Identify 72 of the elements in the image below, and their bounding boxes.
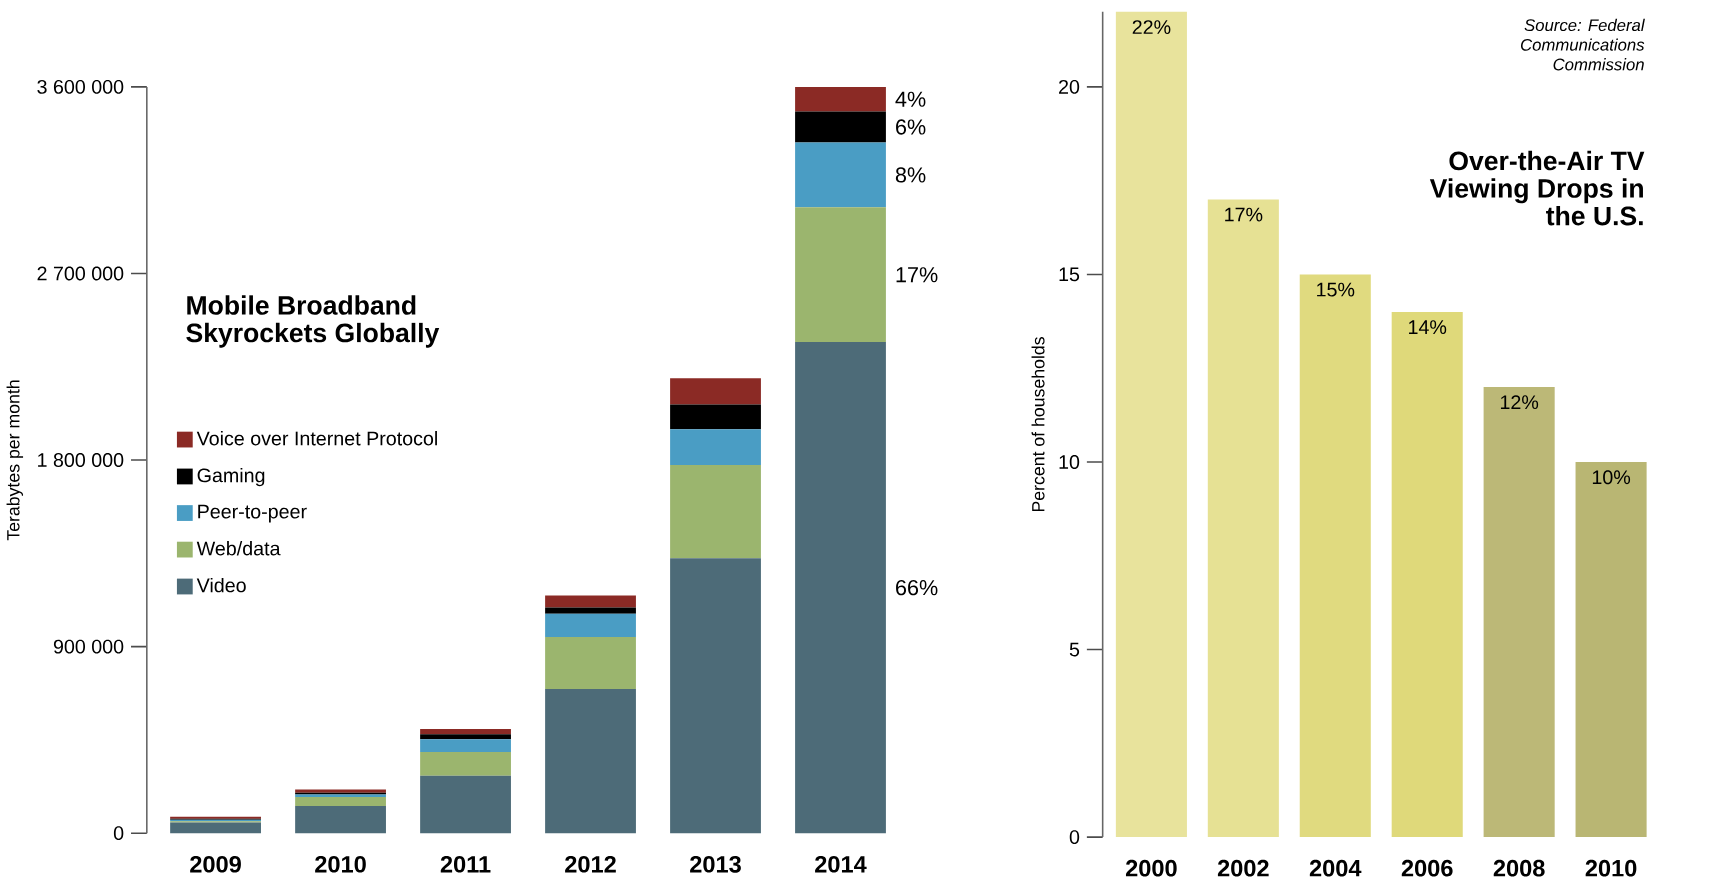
annotation: 8% xyxy=(895,167,926,183)
y-axis-title: Percent of households xyxy=(1031,337,1045,512)
annotation: Source: Federal Communications Commission xyxy=(1521,18,1645,71)
y-tick-label: 15 xyxy=(1059,267,1080,282)
y-tick-label: 0 xyxy=(113,826,124,841)
legend-label: Gaming xyxy=(197,467,265,487)
y-tick-label: 900 000 xyxy=(53,639,124,654)
x-tick-label: 2014 xyxy=(815,855,867,873)
y-axis-title: Terabytes per month xyxy=(6,380,24,541)
bar xyxy=(545,595,636,608)
text: Mobile Broadband Skyrockets Globally xyxy=(186,295,440,348)
x-tick-label: 2002 xyxy=(1217,859,1269,877)
bar xyxy=(420,739,511,752)
x-tick-label: 2010 xyxy=(315,855,366,873)
legend-label: Web/data xyxy=(196,540,281,556)
legend-label: Video xyxy=(196,577,246,593)
x-tick-label: 2004 xyxy=(1309,859,1362,877)
y-tick-label: 2 700 000 xyxy=(37,266,124,281)
x-tick-label: 2009 xyxy=(190,855,241,873)
x-tick-label: 2012 xyxy=(565,855,616,873)
bar xyxy=(795,111,886,143)
y-tick-label: 1 800 000 xyxy=(38,453,124,467)
legend-label: Peer-to-peer xyxy=(198,504,307,523)
y-tick-label: 5 xyxy=(1069,642,1080,657)
x-tick-label: 2008 xyxy=(1493,859,1545,877)
bar xyxy=(420,775,511,834)
bar xyxy=(795,142,886,208)
bar xyxy=(1207,199,1279,838)
x-tick-label: 2011 xyxy=(440,855,491,873)
x-tick-label: 2010 xyxy=(1585,859,1637,877)
bar xyxy=(545,607,636,614)
data-label: 14% xyxy=(1409,320,1447,334)
data-label: 12% xyxy=(1500,395,1539,410)
bar xyxy=(670,464,761,559)
bar xyxy=(545,613,636,637)
y-tick-label: 3 600 000 xyxy=(37,79,124,94)
data-label: 17% xyxy=(1225,207,1263,222)
y-tick-label: 20 xyxy=(1059,79,1080,94)
annotation: 66% xyxy=(896,579,938,596)
annotation: 17% xyxy=(896,267,938,283)
x-tick-label: 2013 xyxy=(690,855,741,873)
bar xyxy=(420,729,511,735)
bar xyxy=(545,688,636,834)
text: Over-the-Air TV Viewing Drops in the U.S. xyxy=(1429,150,1645,226)
bar xyxy=(670,558,761,834)
data-label: 22% xyxy=(1132,20,1171,34)
x-tick-label: 2006 xyxy=(1401,859,1453,877)
annotation: 6% xyxy=(896,119,926,135)
data-label: 15% xyxy=(1317,282,1355,297)
legend-label: Voice over Internet Protocol xyxy=(196,430,437,446)
bar xyxy=(545,637,636,689)
y-tick-label: 0 xyxy=(1069,830,1080,845)
bar xyxy=(1575,461,1647,838)
annotation: 4% xyxy=(895,91,926,107)
bar xyxy=(1483,386,1555,838)
data-label: 10% xyxy=(1592,470,1631,485)
y-tick-label: 10 xyxy=(1059,454,1080,469)
bar xyxy=(795,86,886,112)
bar xyxy=(795,207,886,342)
bar xyxy=(1299,274,1371,838)
bar xyxy=(670,429,761,465)
bar xyxy=(170,822,261,834)
bar xyxy=(670,378,761,405)
bar xyxy=(670,404,761,430)
bar xyxy=(1115,11,1187,838)
x-tick-label: 2000 xyxy=(1125,859,1177,877)
bar xyxy=(1391,311,1463,838)
bar xyxy=(295,797,386,806)
bar xyxy=(795,342,886,834)
bar xyxy=(420,751,511,776)
bar xyxy=(295,805,386,834)
bar xyxy=(420,734,511,740)
